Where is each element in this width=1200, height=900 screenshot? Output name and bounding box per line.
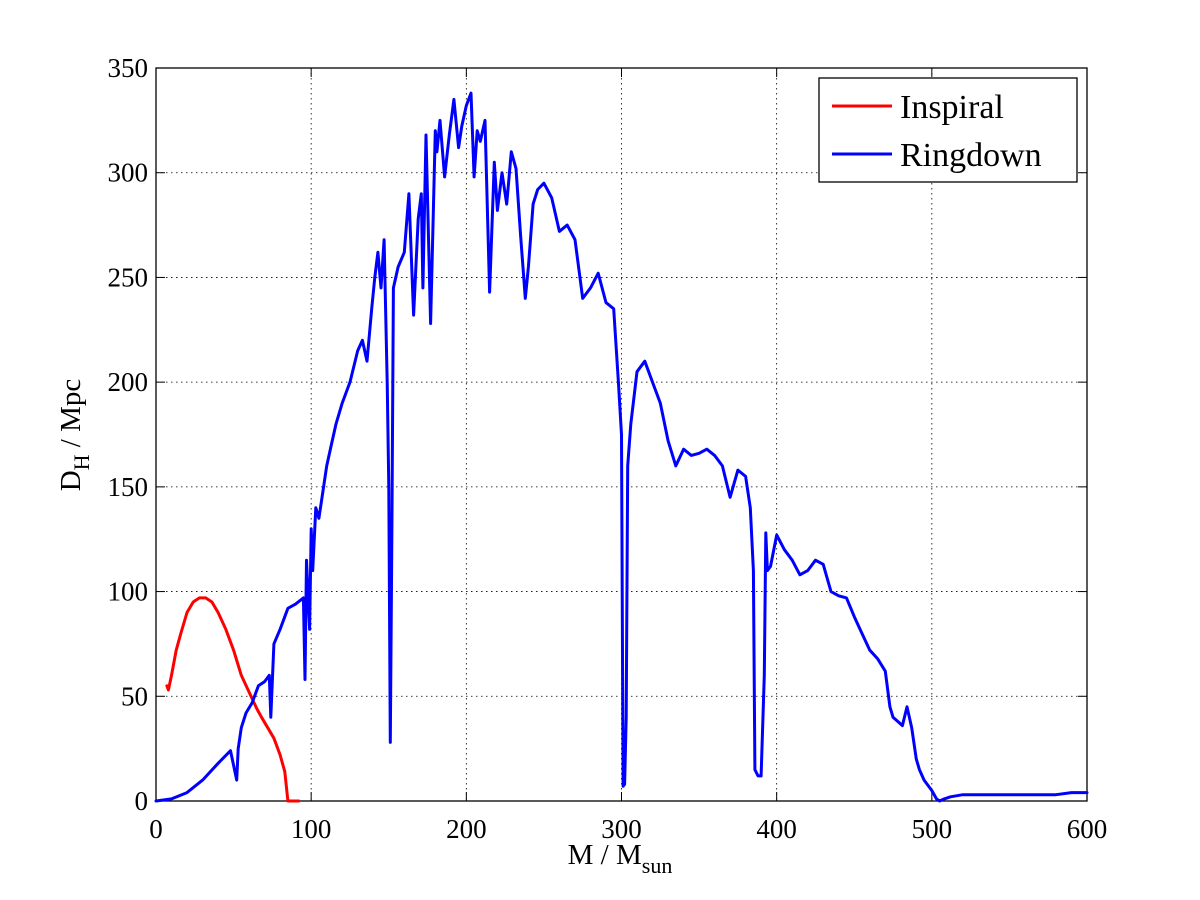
axis-ticks: 0 100 200 300 400 500 600 0 50 100 150 200 250 300 350 bbox=[108, 53, 1108, 844]
y-tick-label: 150 bbox=[108, 472, 149, 502]
y-tick-label: 0 bbox=[135, 786, 149, 816]
legend-label-ringdown: Ringdown bbox=[900, 137, 1042, 174]
legend: Inspiral Ringdown bbox=[818, 77, 1078, 183]
y-axis-label: DH / Mpc bbox=[55, 379, 94, 492]
series-line-ringdown bbox=[154, 91, 1089, 803]
y-tick-label: 200 bbox=[108, 367, 149, 397]
y-axis-label-subscript: H bbox=[69, 454, 94, 470]
y-tick-label: 50 bbox=[121, 681, 148, 711]
y-tick-label: 250 bbox=[108, 262, 149, 292]
x-tick-label: 300 bbox=[601, 814, 642, 844]
x-tick-label: 200 bbox=[446, 814, 487, 844]
x-axis-label-main: M / M bbox=[568, 839, 642, 871]
x-tick-label: 400 bbox=[756, 814, 797, 844]
y-tick-label: 300 bbox=[108, 158, 149, 188]
x-tick-label: 600 bbox=[1067, 814, 1108, 844]
x-tick-label: 500 bbox=[912, 814, 953, 844]
x-tick-label: 100 bbox=[291, 814, 332, 844]
x-axis-label: M / Msun bbox=[568, 839, 673, 878]
series-lines bbox=[154, 91, 1089, 803]
x-axis-label-subscript: sun bbox=[642, 853, 673, 878]
y-tick-label: 350 bbox=[108, 53, 149, 83]
y-axis-label-rest: / Mpc bbox=[55, 379, 87, 455]
y-tick-label: 100 bbox=[108, 577, 149, 607]
x-tick-label: 0 bbox=[149, 814, 163, 844]
legend-label-inspiral: Inspiral bbox=[900, 89, 1004, 126]
legend-box bbox=[818, 77, 1078, 183]
y-axis-label-main: D bbox=[55, 470, 87, 491]
series-line-inspiral bbox=[165, 596, 301, 803]
